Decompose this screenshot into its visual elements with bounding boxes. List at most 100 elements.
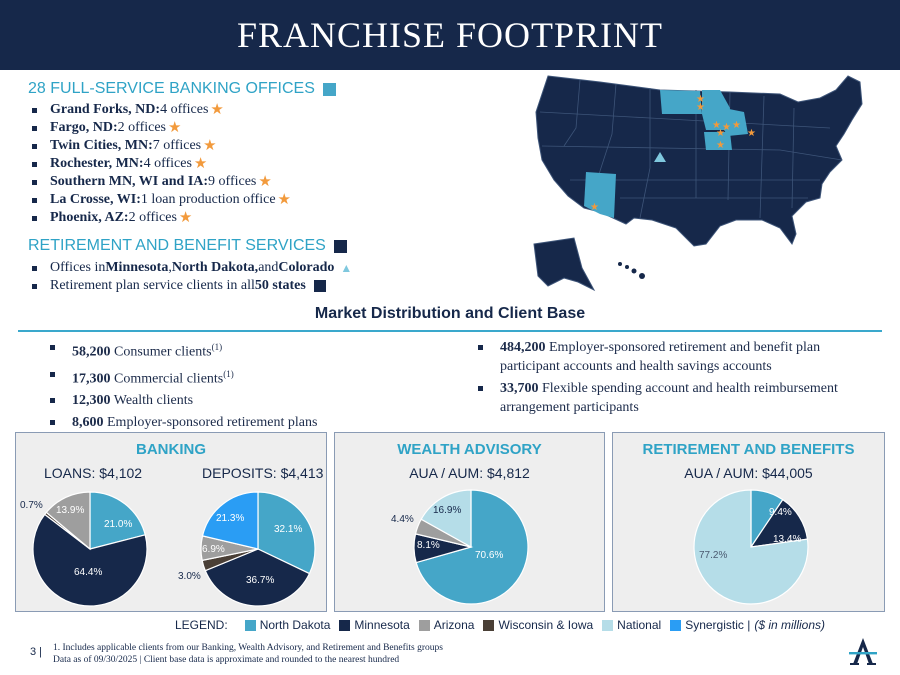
bullet-icon bbox=[50, 398, 55, 404]
office-stars: ★ ★ ★ ★ ★ ★ ★ ★ ★ bbox=[590, 94, 756, 213]
star-icon: ★ bbox=[168, 120, 182, 136]
office-city: Rochester, MN: bbox=[50, 156, 144, 171]
star-icon: ★ bbox=[716, 128, 725, 139]
loans-label: LOANS: $4,102 bbox=[44, 465, 143, 481]
client-type: Consumer clients bbox=[110, 344, 212, 360]
bullet-icon bbox=[50, 371, 55, 377]
arizona-swatch bbox=[418, 619, 430, 631]
client-count: 12,300 bbox=[72, 393, 111, 409]
legend: LEGEND: North Dakota Minnesota Arizona W… bbox=[175, 617, 825, 633]
pie-slice-synergistic bbox=[201, 491, 259, 550]
divider bbox=[18, 330, 882, 332]
legend-item: National bbox=[617, 618, 662, 632]
list-item: Offices in Minnesota, North Dakota, and … bbox=[32, 259, 352, 277]
bullet-icon bbox=[32, 107, 37, 113]
bullet-icon bbox=[478, 386, 483, 391]
wealth-national-label: 16.9% bbox=[433, 505, 462, 516]
wealth-title: WEALTH ADVISORY bbox=[397, 441, 542, 458]
text: , bbox=[168, 260, 172, 275]
wisconsin-region bbox=[724, 108, 748, 136]
market-distribution-heading: Market Distribution and Client Base bbox=[314, 305, 586, 322]
client-type: Flexible spending account and health rei… bbox=[500, 381, 838, 415]
footnote-ref: (1) bbox=[223, 368, 234, 379]
hawaii-shape bbox=[618, 262, 645, 279]
star-icon: ★ bbox=[696, 94, 705, 105]
office-city: Grand Forks, ND: bbox=[50, 102, 161, 117]
minnesota-region bbox=[702, 90, 730, 130]
state-north-dakota: North Dakota, bbox=[171, 260, 259, 275]
footnote: 1. Includes applicable clients from our … bbox=[53, 642, 443, 666]
retirement-nd-label: 9.4% bbox=[769, 507, 792, 518]
pie-slice-national bbox=[693, 489, 809, 605]
pie-slice-arizona bbox=[45, 491, 91, 551]
footnote-line: Data as of 09/30/2025 | Client base data… bbox=[53, 655, 400, 665]
text: and bbox=[258, 260, 279, 275]
alaska-shape bbox=[533, 237, 596, 292]
banking-offices-list: Grand Forks, ND: 4 offices ★ Fargo, ND: 2… bbox=[32, 101, 291, 227]
office-city: Phoenix, AZ: bbox=[50, 210, 129, 225]
retirement-services-heading: RETIREMENT AND BENEFIT SERVICES bbox=[28, 237, 347, 255]
list-item: 58,200 Consumer clients(1) bbox=[50, 338, 430, 362]
loans-nd-label: 21.0% bbox=[104, 519, 133, 530]
text: Offices in bbox=[50, 260, 106, 275]
banking-offices-heading-text: 28 FULL-SERVICE BANKING OFFICES bbox=[28, 80, 315, 97]
list-item: La Crosse, WI: 1 loan production office ★ bbox=[32, 191, 291, 209]
bullet-icon bbox=[32, 179, 37, 185]
star-icon: ★ bbox=[178, 210, 193, 226]
star-icon: ★ bbox=[722, 122, 731, 133]
banking-panel: BANKING LOANS: $4,102 DEPOSITS: $4,413 2… bbox=[15, 432, 327, 612]
pie-slice-minnesota bbox=[32, 513, 148, 607]
loans-wi-label: 0.7% bbox=[20, 500, 43, 511]
loans-pie-chart bbox=[32, 491, 148, 607]
retirement-services-list: Offices in Minnesota, North Dakota, and … bbox=[32, 259, 352, 295]
banking-title: BANKING bbox=[136, 441, 206, 458]
star-icon: ★ bbox=[203, 138, 217, 154]
star-icon: ★ bbox=[732, 120, 741, 131]
iowa-region bbox=[704, 132, 732, 150]
bullet-icon bbox=[32, 283, 37, 289]
company-logo-icon bbox=[849, 638, 877, 665]
colorado-triangle-icon bbox=[654, 152, 666, 162]
deposits-az-label: 6.9% bbox=[202, 544, 225, 555]
wealth-advisory-panel: WEALTH ADVISORY AUA / AUM: $4,812 70.6% … bbox=[334, 432, 605, 612]
legend-note: ($ in millions) bbox=[754, 618, 826, 632]
star-icon: ★ bbox=[193, 156, 208, 172]
retirement-benefits-panel: RETIREMENT AND BENEFITS AUA / AUM: $44,0… bbox=[612, 432, 885, 612]
legend-label: LEGEND: bbox=[175, 618, 228, 632]
office-city: Southern MN, WI and IA: bbox=[50, 174, 209, 189]
star-icon: ★ bbox=[590, 202, 599, 213]
list-item: Fargo, ND: 2 offices ★ bbox=[32, 119, 291, 137]
state-borders bbox=[539, 79, 843, 219]
client-count: 8,600 bbox=[72, 415, 104, 431]
list-item: 33,700 Flexible spending account and hea… bbox=[478, 379, 868, 417]
client-count: 17,300 bbox=[72, 371, 111, 387]
office-count: 4 offices bbox=[143, 156, 192, 171]
office-count: 7 offices bbox=[152, 138, 202, 153]
list-item: 17,300 Commercial clients(1) bbox=[50, 365, 430, 389]
minnesota-square-icon bbox=[333, 239, 347, 253]
client-count: 484,200 bbox=[500, 340, 546, 355]
office-count: 9 offices bbox=[208, 174, 257, 189]
minnesota-square-icon bbox=[313, 280, 326, 292]
north-dakota-swatch bbox=[244, 619, 256, 631]
list-item: Retirement plan service clients in all 5… bbox=[32, 277, 352, 295]
wealth-pie-chart bbox=[413, 489, 529, 605]
star-icon: ★ bbox=[258, 174, 272, 190]
triangle-icon: ▲ bbox=[340, 261, 353, 275]
retirement-title: RETIREMENT AND BENEFITS bbox=[642, 441, 855, 458]
deposits-syn-label: 21.3% bbox=[216, 513, 245, 524]
wealth-az-label: 4.4% bbox=[391, 514, 414, 525]
minnesota-swatch bbox=[339, 619, 351, 631]
wisconsin-iowa-swatch bbox=[483, 619, 495, 631]
arizona-region bbox=[584, 172, 616, 218]
star-icon: ★ bbox=[747, 128, 756, 139]
list-item: 484,200 Employer-sponsored retirement an… bbox=[478, 338, 868, 376]
star-icon: ★ bbox=[716, 140, 725, 151]
star-icon: ★ bbox=[712, 120, 721, 131]
pie-slice-minnesota bbox=[204, 548, 311, 607]
bullet-icon bbox=[32, 125, 37, 131]
list-item: Rochester, MN: 4 offices ★ bbox=[32, 155, 291, 173]
retirement-aum-label: AUA / AUM: $44,005 bbox=[684, 465, 813, 481]
footnote-ref: (1) bbox=[211, 342, 223, 352]
us-map: ★ ★ ★ ★ ★ ★ ★ ★ ★ bbox=[533, 75, 863, 292]
